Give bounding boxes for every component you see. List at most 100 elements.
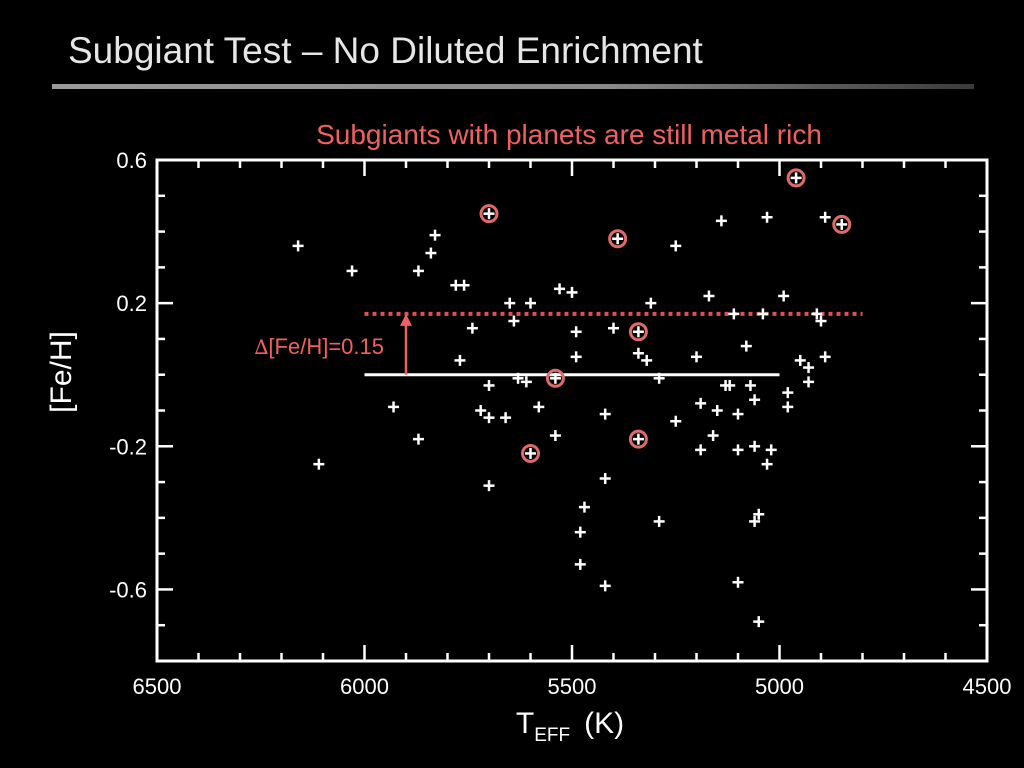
planet-host-point: [832, 214, 852, 234]
data-point: [483, 379, 495, 391]
data-point: [549, 430, 561, 442]
data-point: [574, 558, 586, 570]
data-point: [570, 326, 582, 338]
data-point: [641, 354, 653, 366]
planet-host-point: [628, 322, 648, 342]
y-tick-label: -0.2: [109, 434, 147, 459]
x-label-unit: (K): [584, 707, 624, 740]
planet-host-point: [545, 368, 565, 388]
data-point: [794, 354, 806, 366]
data-point: [388, 401, 400, 413]
data-point: [520, 376, 532, 388]
data-point: [458, 279, 470, 291]
x-tick-label: 4500: [963, 674, 1012, 699]
x-axis-label: TEFF (K): [516, 707, 624, 746]
x-label-main: T: [516, 707, 534, 740]
data-point: [749, 394, 761, 406]
data-point: [778, 290, 790, 302]
data-point: [761, 211, 773, 223]
data-point: [765, 444, 777, 456]
data-point: [761, 458, 773, 470]
title-divider: [52, 84, 974, 89]
data-point: [749, 515, 761, 527]
data-point: [715, 215, 727, 227]
data-point: [599, 580, 611, 592]
data-point: [525, 297, 536, 309]
x-tick-label: 6000: [340, 674, 389, 699]
delta-symbol: ∆: [254, 335, 268, 359]
data-point: [732, 444, 744, 456]
data-point: [429, 229, 441, 241]
data-point: [599, 472, 611, 484]
data-point: [313, 458, 325, 470]
planet-plus: [632, 433, 644, 445]
data-point: [803, 362, 815, 374]
planet-ring: [479, 204, 499, 224]
data-point: [608, 322, 619, 334]
data-point: [732, 408, 744, 420]
data-point: [412, 265, 424, 277]
planet-plus: [836, 218, 848, 230]
data-point: [670, 415, 682, 427]
planet-plus: [549, 372, 561, 384]
data-point: [466, 322, 478, 334]
data-point: [819, 211, 831, 223]
data-point: [711, 405, 723, 416]
data-point: [653, 515, 665, 527]
planet-host-point: [479, 204, 499, 224]
data-point: [811, 308, 823, 320]
x-tick-label: 5500: [548, 674, 597, 699]
slide-title: Subgiant Test – No Diluted Enrichment: [68, 30, 703, 71]
data-point: [454, 354, 466, 366]
data-point: [695, 444, 707, 456]
data-point: [533, 401, 545, 413]
data-point: [346, 265, 358, 277]
delta-value: [Fe/H]=0.15: [268, 334, 384, 359]
data-point: [566, 286, 578, 298]
x-tick-label: 6500: [133, 674, 182, 699]
data-point: [782, 387, 794, 399]
data-point: [703, 290, 715, 302]
x-tick-label: 5000: [755, 674, 804, 699]
data-point: [504, 297, 516, 309]
planet-plus: [525, 447, 536, 459]
data-point: [500, 412, 512, 424]
planet-plus: [612, 233, 624, 245]
data-point: [425, 247, 437, 259]
data-point: [412, 433, 424, 445]
data-point: [732, 576, 744, 588]
planet-ring: [521, 443, 540, 463]
data-point: [512, 372, 524, 384]
data-point: [782, 401, 794, 413]
data-point: [724, 379, 736, 391]
planet-plus: [632, 326, 644, 338]
data-point: [483, 480, 495, 492]
data-point: [599, 408, 611, 420]
data-point: [744, 379, 756, 391]
y-tick-label: 0.6: [116, 148, 147, 173]
x-label-subscript: EFF: [534, 725, 570, 746]
data-point: [753, 616, 765, 628]
planet-host-point: [521, 443, 540, 463]
planet-host-point: [786, 168, 806, 188]
data-point: [483, 412, 495, 424]
planet-ring: [628, 429, 648, 449]
data-point: [475, 405, 487, 416]
planet-ring: [545, 368, 565, 388]
data-point: [574, 526, 586, 538]
data-point: [740, 340, 752, 352]
data-point: [803, 376, 815, 388]
data-point: [815, 315, 827, 327]
data-point: [670, 240, 682, 252]
data-point: [292, 240, 304, 252]
data-point: [691, 351, 702, 363]
y-tick-label: 0.2: [116, 291, 147, 316]
planet-host-point: [628, 429, 648, 449]
data-point: [508, 315, 520, 327]
data-point: [695, 397, 707, 409]
planet-host-point: [608, 229, 628, 249]
y-axis-label: [Fe/H]: [45, 331, 78, 413]
planet-ring: [832, 214, 852, 234]
planet-plus: [790, 172, 802, 184]
